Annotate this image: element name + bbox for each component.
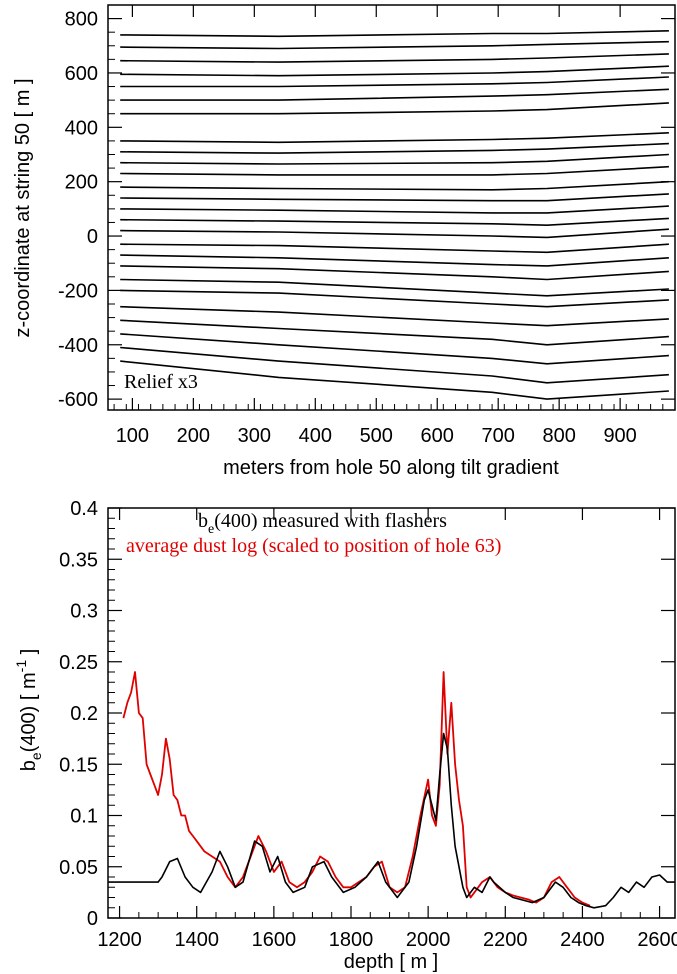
relief-series-line-9 [120, 153, 669, 165]
y-title-sub: e [28, 752, 44, 760]
y-title-end: ] [18, 649, 40, 660]
relief-x-tick-label: 900 [603, 425, 636, 447]
relief-plot-frame [107, 4, 676, 411]
scattering-series-group [108, 671, 675, 909]
scattering-ticks-group: 1200 1400 1600 1800 2000 2200 2400 2600 0 0.05 0.1… [59, 498, 677, 951]
relief-x-tick-label: 100 [116, 425, 149, 447]
legend-black-main: b [198, 510, 208, 532]
scattering-y-tick-label: 0.3 [70, 601, 98, 623]
relief-annotation: Relief x3 [124, 371, 198, 393]
scattering-chart: 1200 1400 1600 1800 2000 2200 2400 2600 0 0.05 0.1… [13, 498, 677, 973]
relief-ticks-group: 100 200 300 400 500 600 700 800 900 -600 -400 -200 0… [58, 5, 675, 447]
scattering-y-tick-label: 0.25 [59, 652, 98, 674]
relief-y-tick-label: -400 [58, 335, 98, 357]
relief-series-line-19 [120, 278, 669, 297]
scattering-y-tick-label: 0.35 [59, 549, 98, 571]
relief-series-line-20 [120, 289, 669, 308]
scattering-y-tick-label: 0.05 [59, 857, 98, 879]
relief-x-tick-label: 800 [542, 425, 575, 447]
scattering-x-tick-label: 2000 [406, 929, 451, 951]
y-title-rest: (400) [ m [18, 672, 40, 752]
scattering-x-tick-label: 1200 [97, 929, 142, 951]
relief-series-line-17 [120, 254, 669, 267]
y-title-main: b [18, 760, 40, 771]
relief-y-tick-label: 600 [65, 63, 98, 85]
relief-y-tick-label: -200 [58, 280, 98, 302]
relief-series-line-14 [120, 217, 669, 227]
relief-series-line-18 [120, 265, 669, 281]
relief-series-line-21 [120, 305, 669, 327]
scattering-x-axis-title: depth [ m ] [344, 951, 439, 973]
scattering-y-tick-label: 0.1 [70, 806, 98, 828]
relief-chart: 100 200 300 400 500 600 700 800 900 -600 -400 -200 0… [12, 4, 676, 479]
relief-x-tick-label: 700 [482, 425, 515, 447]
flasher-series-line [108, 732, 675, 909]
relief-x-axis-title: meters from hole 50 along tilt gradient [223, 457, 559, 479]
relief-series-line-25 [120, 360, 669, 400]
relief-series-line-8 [120, 142, 669, 154]
scattering-x-tick-label: 1600 [252, 929, 297, 951]
relief-series-line-13 [120, 205, 669, 214]
relief-series-line-6 [120, 102, 669, 115]
relief-x-tick-label: 300 [238, 425, 271, 447]
scattering-y-axis-title: be(400) [ m-1 ] [13, 649, 44, 772]
scattering-x-tick-label: 2400 [560, 929, 605, 951]
relief-series-group [120, 30, 669, 400]
relief-series-line-7 [120, 132, 669, 144]
relief-x-tick-label: 600 [421, 425, 454, 447]
relief-series-line-2 [120, 53, 669, 63]
relief-y-axis-title: z-coordinate at string 50 [ m ] [12, 78, 34, 337]
scattering-y-tick-label: 0.4 [70, 498, 98, 520]
relief-x-tick-label: 400 [299, 425, 332, 447]
relief-y-tick-label: 200 [65, 172, 98, 194]
relief-y-tick-label: 400 [65, 117, 98, 139]
scattering-x-tick-label: 1800 [329, 929, 374, 951]
relief-series-line-10 [120, 165, 669, 176]
relief-series-line-24 [120, 346, 669, 384]
relief-series-line-15 [120, 228, 669, 239]
relief-x-tick-label: 500 [360, 425, 393, 447]
relief-series-line-12 [120, 193, 669, 202]
scattering-x-tick-label: 2600 [637, 929, 677, 951]
relief-series-line-3 [120, 65, 669, 77]
scattering-y-tick-label: 0.2 [70, 703, 98, 725]
scattering-y-tick-label: 0.15 [59, 754, 98, 776]
relief-series-line-23 [120, 333, 669, 365]
y-title-sup: -1 [13, 660, 29, 673]
relief-y-tick-label: -600 [58, 389, 98, 411]
legend-black-rest: (400) measured with flashers [214, 510, 447, 532]
legend-red-entry: average dust log (scaled to position of … [126, 535, 501, 557]
relief-series-line-22 [120, 319, 669, 346]
relief-x-tick-label: 200 [177, 425, 210, 447]
relief-series-line-4 [120, 76, 669, 88]
dust-log-series-line [122, 671, 591, 907]
relief-y-tick-label: 800 [65, 9, 98, 31]
legend-black-sub: e [208, 522, 214, 537]
scattering-x-tick-label: 1400 [174, 929, 219, 951]
legend-black-entry: be(400) measured with flashers [198, 510, 447, 537]
scattering-plot-frame [107, 507, 676, 919]
relief-series-line-1 [120, 40, 669, 50]
scattering-y-tick-label: 0 [87, 908, 98, 930]
relief-y-tick-label: 0 [87, 226, 98, 248]
relief-series-line-5 [120, 88, 669, 101]
relief-series-line-0 [120, 30, 669, 38]
relief-series-line-16 [120, 243, 669, 254]
scattering-x-tick-label: 2200 [483, 929, 528, 951]
relief-series-line-11 [120, 180, 669, 191]
